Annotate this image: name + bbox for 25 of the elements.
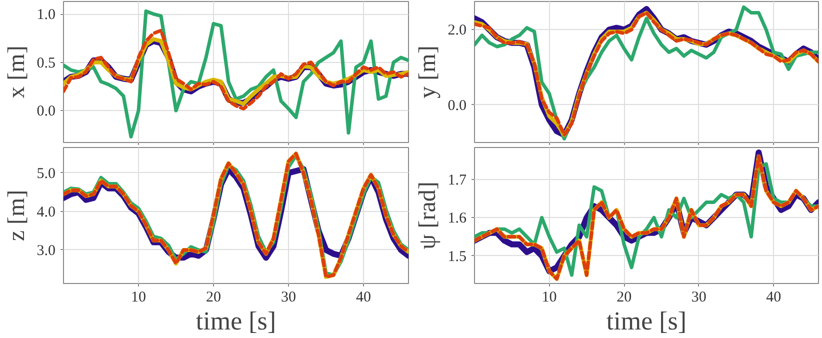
x-tick-label: 20 xyxy=(206,290,221,306)
x-tick-label: 10 xyxy=(131,290,146,306)
y-tick-label: 2.0 xyxy=(448,22,466,39)
y-tick-label: 0.5 xyxy=(36,55,56,72)
y-tick-label: 1.0 xyxy=(36,7,56,24)
y-tick-label: 0.0 xyxy=(36,104,56,120)
y-tick-label: 0.0 xyxy=(448,98,466,114)
x-tick-label: 40 xyxy=(766,290,782,306)
x-tick-label: 20 xyxy=(616,290,632,306)
y-tick-label: 1.7 xyxy=(448,172,467,188)
y-tick-label: 3.0 xyxy=(36,242,56,259)
x-axis-title: time [s] xyxy=(606,306,687,336)
y-axis-title: x [m] xyxy=(4,46,30,98)
y-tick-label: 1.5 xyxy=(448,248,466,265)
x-tick-label: 40 xyxy=(356,290,371,306)
x-tick-label: 30 xyxy=(691,290,706,306)
x-tick-label: 10 xyxy=(542,290,557,306)
x-tick-label: 30 xyxy=(281,290,296,306)
y-tick-label: 4.0 xyxy=(36,204,56,220)
y-axis-title: y [m] xyxy=(414,46,441,98)
y-axis-title: ψ [rad] xyxy=(414,182,441,250)
y-tick-label: 1.6 xyxy=(448,210,467,227)
x-axis-title: time [s] xyxy=(196,306,276,336)
y-tick-label: 5.0 xyxy=(36,166,56,182)
y-axis-title: z [m] xyxy=(4,190,30,242)
